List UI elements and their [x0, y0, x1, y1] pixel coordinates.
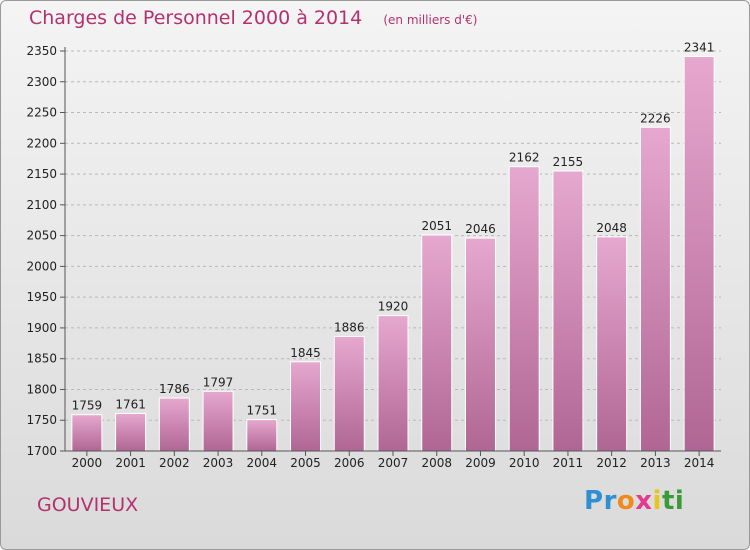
data-label: 2226 — [640, 111, 671, 125]
data-label: 1761 — [115, 397, 146, 411]
chart-subtitle: (en milliers d'€) — [383, 13, 478, 27]
x-tick-label: 2002 — [159, 456, 190, 470]
y-tick-label: 1800 — [26, 382, 57, 396]
y-tick-label: 2150 — [26, 167, 57, 181]
data-label: 2051 — [421, 219, 452, 233]
data-label: 2048 — [596, 221, 627, 235]
data-label: 1786 — [159, 382, 190, 396]
location-label: GOUVIEUX — [37, 494, 139, 516]
y-tick-label: 2300 — [26, 75, 57, 89]
y-tick-label: 1700 — [26, 444, 57, 458]
data-label: 2162 — [509, 151, 540, 165]
bar-layer: 1759 1761 1786 1797 1751 1845 1886 1920 2051 2046… — [71, 41, 715, 452]
x-tick-label: 2008 — [421, 456, 452, 470]
bar — [596, 236, 628, 452]
x-tick-label: 2006 — [334, 456, 365, 470]
y-tick-label: 1850 — [26, 352, 57, 366]
x-tick-label: 2014 — [684, 456, 715, 470]
logo-letter: P — [584, 486, 604, 516]
data-label: 1845 — [290, 346, 321, 360]
bar — [290, 361, 322, 452]
logo-letter: i — [652, 486, 662, 516]
data-label: 2046 — [465, 222, 496, 236]
bar — [246, 419, 278, 452]
bar — [683, 56, 715, 452]
logo-letter: i — [674, 486, 685, 516]
bar — [464, 237, 496, 452]
logo-letter: x — [635, 486, 653, 516]
chart-title: Charges de Personnel 2000 à 2014 — [29, 7, 363, 29]
x-tick-label: 2010 — [509, 456, 540, 470]
logo-letter: t — [661, 486, 675, 516]
bar — [202, 390, 234, 452]
y-tick-label: 1900 — [26, 321, 57, 335]
x-tick-label: 2013 — [640, 456, 671, 470]
data-label: 1920 — [378, 300, 409, 314]
y-tick-label: 2250 — [26, 106, 57, 120]
x-tick-label: 2003 — [203, 456, 234, 470]
bar — [421, 234, 453, 452]
logo-letter: r — [603, 486, 617, 516]
data-label: 1751 — [247, 404, 278, 418]
axis-layer: 1700 1750 1800 1850 1900 1950 2000 2050 2100 2150… — [26, 44, 721, 470]
title-row: Charges de Personnel 2000 à 2014 (en mil… — [29, 7, 477, 29]
x-tick-label: 2005 — [290, 456, 321, 470]
x-tick-label: 2001 — [115, 456, 146, 470]
bar — [377, 315, 409, 452]
y-tick-label: 1950 — [26, 290, 57, 304]
x-tick-label: 2009 — [465, 456, 496, 470]
bar — [333, 336, 365, 452]
bar — [115, 412, 147, 452]
bar — [639, 126, 671, 452]
bar — [552, 170, 584, 452]
data-label: 2341 — [684, 41, 715, 55]
data-label: 1886 — [334, 321, 365, 335]
y-tick-label: 2200 — [26, 136, 57, 150]
x-tick-label: 2011 — [553, 456, 584, 470]
bar — [508, 166, 540, 452]
bar — [71, 414, 103, 452]
logo-letter: o — [616, 486, 636, 516]
x-tick-label: 2000 — [72, 456, 103, 470]
x-tick-label: 2012 — [596, 456, 627, 470]
y-tick-label: 2100 — [26, 198, 57, 212]
y-tick-label: 2050 — [26, 229, 57, 243]
bar — [158, 397, 190, 452]
data-label: 2155 — [553, 155, 584, 169]
y-tick-label: 2000 — [26, 259, 57, 273]
x-tick-label: 2004 — [247, 456, 278, 470]
y-tick-label: 1750 — [26, 413, 57, 427]
proxiti-logo: Proxiti — [584, 486, 684, 516]
x-tick-label: 2007 — [378, 456, 409, 470]
data-label: 1759 — [72, 399, 103, 413]
data-label: 1797 — [203, 375, 234, 389]
y-tick-label: 2350 — [26, 44, 57, 58]
